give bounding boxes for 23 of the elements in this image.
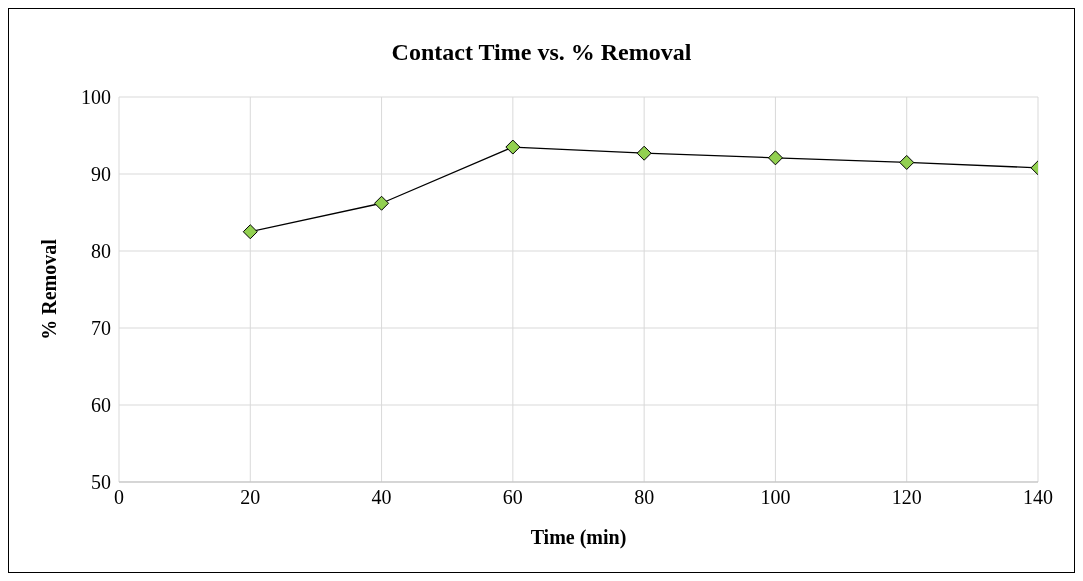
x-axis-title: Time (min)	[530, 526, 627, 549]
y-tick-label: 90	[91, 163, 111, 186]
y-tick-label: 70	[91, 317, 111, 340]
x-tick-label: 120	[891, 486, 922, 509]
point	[767, 150, 783, 166]
y-tick-label: 60	[91, 394, 111, 417]
y-tick-label: 80	[91, 240, 111, 263]
x-tick-label: 20	[240, 486, 261, 509]
point	[505, 139, 521, 155]
x-tick-label: 80	[634, 486, 655, 509]
y-tick-label: 100	[81, 86, 111, 109]
point	[374, 195, 390, 211]
x-tick-label: 0	[114, 486, 124, 509]
x-tick-label: 40	[371, 486, 392, 509]
x-tick-label: 60	[502, 486, 523, 509]
point	[636, 145, 652, 161]
x-tick-label: 100	[760, 486, 791, 509]
chart-title: Contact Time vs. % Removal	[390, 39, 693, 66]
point	[242, 224, 258, 240]
point	[899, 154, 915, 170]
y-axis-title: % Removal	[38, 238, 61, 340]
x-tick-label: 140	[1023, 486, 1053, 509]
y-tick-label: 50	[91, 471, 111, 494]
